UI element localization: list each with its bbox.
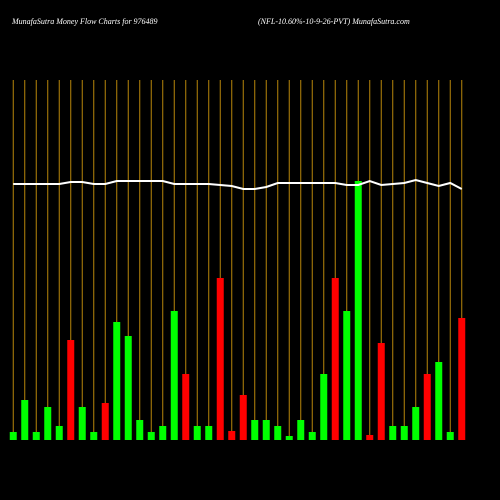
chart-title: MunafaSutra Money Flow Charts for 976489 bbox=[11, 17, 158, 26]
bar bbox=[9, 432, 17, 440]
bar bbox=[55, 426, 63, 440]
bar bbox=[458, 318, 466, 440]
bar bbox=[113, 322, 121, 440]
bar bbox=[285, 436, 293, 440]
bar bbox=[297, 420, 305, 440]
bar bbox=[412, 407, 420, 440]
bar bbox=[274, 426, 282, 440]
bar bbox=[354, 181, 362, 440]
bar bbox=[21, 400, 29, 440]
bar bbox=[343, 311, 351, 440]
money-flow-line bbox=[13, 178, 463, 190]
bar bbox=[147, 432, 155, 440]
bar bbox=[170, 311, 178, 440]
chart-subtitle: (NFL-10.60%-10-9-26-PVT) MunafaSutra.com bbox=[258, 17, 410, 26]
bar bbox=[78, 407, 86, 440]
bar bbox=[67, 340, 75, 440]
bar bbox=[400, 426, 408, 440]
bar bbox=[124, 336, 132, 440]
bar bbox=[262, 420, 270, 440]
bar bbox=[251, 420, 259, 440]
bar bbox=[182, 374, 190, 440]
bar bbox=[216, 278, 224, 440]
bar bbox=[308, 432, 316, 440]
bar bbox=[136, 420, 144, 440]
bar bbox=[101, 403, 109, 440]
bar bbox=[32, 432, 40, 440]
bar bbox=[228, 431, 236, 440]
bar bbox=[90, 432, 98, 440]
bar bbox=[446, 432, 454, 440]
bar bbox=[331, 278, 339, 440]
bar bbox=[193, 426, 201, 440]
bar bbox=[423, 374, 431, 440]
bar bbox=[159, 426, 167, 440]
bar bbox=[366, 435, 374, 440]
bar bbox=[239, 395, 247, 440]
bar bbox=[435, 362, 443, 440]
bar bbox=[377, 343, 385, 440]
bar bbox=[44, 407, 52, 440]
bar bbox=[205, 426, 213, 440]
bar bbox=[389, 426, 397, 440]
bar bbox=[320, 374, 328, 440]
